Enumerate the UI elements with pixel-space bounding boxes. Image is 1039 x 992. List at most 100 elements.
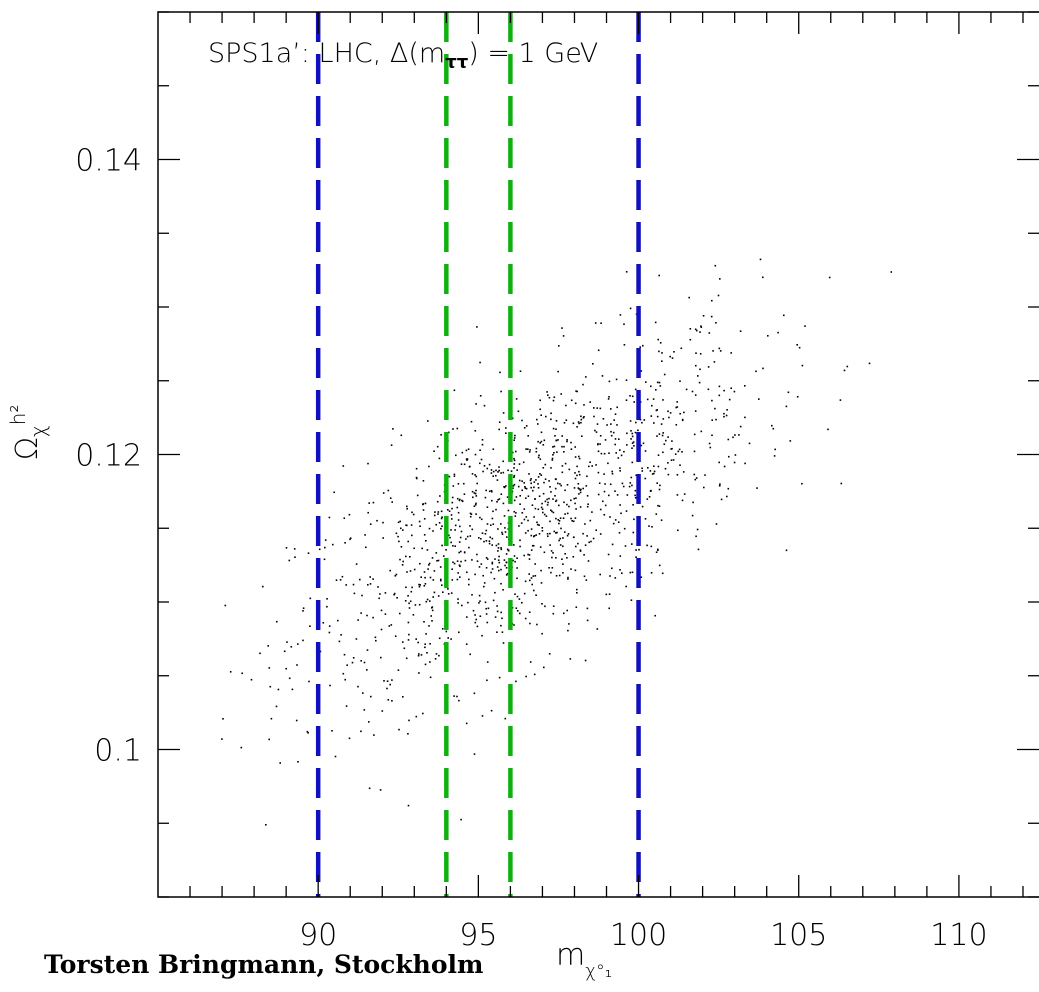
data-point (451, 568, 453, 570)
data-point (566, 609, 568, 612)
data-point (498, 498, 501, 500)
data-point (610, 423, 612, 425)
data-point (344, 678, 346, 681)
data-point (744, 416, 746, 419)
data-point (398, 540, 400, 543)
data-point (699, 331, 701, 333)
data-point (441, 628, 444, 630)
data-point (399, 612, 401, 615)
data-point (501, 617, 503, 620)
data-point (424, 576, 426, 579)
data-point (381, 710, 384, 712)
author-credit: Torsten Bringmann, Stockholm (44, 950, 484, 979)
data-point (497, 471, 499, 473)
data-point (415, 638, 417, 640)
data-point (616, 406, 618, 409)
data-point (656, 482, 658, 484)
data-point (457, 602, 459, 604)
data-point (698, 381, 701, 384)
data-point (422, 480, 425, 482)
data-point (570, 568, 572, 570)
data-point (418, 585, 421, 588)
data-point (713, 361, 716, 363)
data-point (388, 625, 391, 627)
data-point (495, 469, 497, 472)
data-point (586, 607, 589, 610)
data-point (527, 435, 529, 437)
data-point (614, 413, 617, 415)
data-point (550, 418, 552, 421)
data-point (718, 485, 721, 487)
data-point (717, 294, 720, 297)
data-point (494, 558, 496, 560)
data-point (525, 425, 528, 427)
data-point (528, 573, 530, 575)
data-point (681, 499, 684, 502)
data-point (572, 536, 575, 539)
data-point (490, 709, 493, 712)
data-point (574, 569, 577, 572)
data-point (222, 718, 224, 720)
data-point (288, 677, 291, 680)
data-point (558, 504, 560, 507)
data-point (540, 506, 543, 509)
data-point (328, 625, 331, 627)
data-point (474, 492, 477, 495)
data-point (504, 717, 507, 720)
data-point (451, 518, 453, 520)
data-point (513, 499, 516, 502)
data-point (607, 553, 610, 556)
data-point (523, 482, 525, 484)
data-point (399, 520, 401, 523)
data-point (771, 424, 773, 427)
data-point (345, 705, 348, 707)
data-point (429, 643, 431, 645)
data-point (474, 474, 476, 476)
data-point (482, 574, 484, 577)
data-point (529, 449, 531, 451)
data-point (460, 818, 462, 821)
data-point (541, 530, 544, 532)
data-point (667, 410, 669, 413)
data-point (646, 544, 648, 547)
data-point (560, 527, 562, 530)
data-point (498, 466, 500, 468)
data-point (510, 470, 513, 472)
data-point (635, 556, 637, 558)
data-point (478, 594, 481, 597)
data-point (611, 472, 614, 475)
data-point (507, 509, 510, 512)
data-point (333, 491, 335, 494)
data-point (515, 607, 518, 609)
data-point (654, 321, 657, 324)
data-point (555, 517, 557, 520)
data-point (594, 429, 596, 432)
data-point (469, 653, 471, 656)
data-point (355, 638, 358, 640)
data-point (439, 566, 442, 568)
data-point (391, 679, 393, 681)
data-point (619, 555, 622, 557)
data-point (469, 535, 472, 537)
data-point (648, 525, 650, 527)
data-point (662, 451, 664, 454)
data-point (408, 633, 410, 636)
data-point (544, 463, 547, 466)
data-point (644, 477, 647, 480)
data-point (408, 607, 411, 609)
data-point (501, 533, 504, 535)
data-point (723, 415, 725, 418)
data-point (432, 530, 434, 532)
data-point (566, 439, 568, 441)
data-point (575, 606, 578, 608)
data-point (513, 437, 516, 439)
data-point (397, 521, 400, 524)
data-point (584, 659, 587, 662)
data-point (574, 517, 577, 519)
data-point (518, 598, 521, 600)
data-point (352, 657, 355, 659)
data-point (579, 489, 582, 491)
data-point (552, 552, 554, 554)
data-point (609, 516, 611, 518)
data-point (559, 517, 562, 519)
